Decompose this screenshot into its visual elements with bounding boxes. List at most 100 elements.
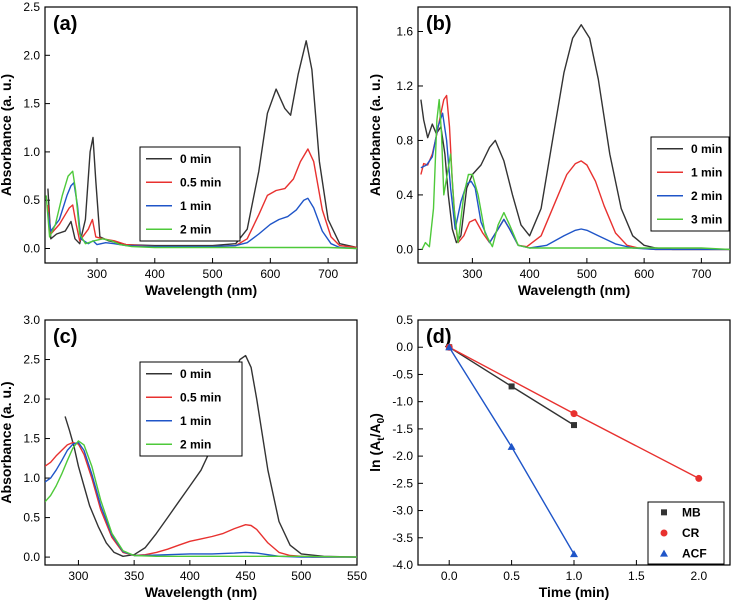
y-tick-label: 1.5 (23, 432, 40, 446)
point-cr (570, 410, 578, 418)
x-tick-label: 600 (634, 267, 654, 281)
x-tick-label: 550 (347, 569, 367, 583)
y-tick-label: 1.2 (396, 79, 413, 93)
legend-marker (660, 529, 668, 537)
y-tick-label: -3.0 (392, 504, 413, 518)
point-acf (507, 442, 516, 450)
legend-label: ACF (682, 547, 707, 561)
legend-box (650, 136, 730, 232)
x-tick-label: 400 (145, 267, 165, 281)
y-tick-label: 2.5 (23, 0, 40, 14)
legend-label: CR (682, 526, 700, 540)
legend-label: 1 min (180, 199, 211, 213)
panel-1: 300 400 500 600 700 0.0 0.5 1.0 1.5 2.0 2.5 Wavelen… (0, 0, 358, 298)
x-tick-label: 0.0 (441, 569, 458, 583)
x-tick-label: 2.0 (690, 569, 707, 583)
y-axis-title-part: 0 (376, 417, 387, 423)
y-axis-title-part: /A (367, 423, 383, 437)
y-tick-label: 0.8 (396, 133, 413, 147)
x-tick-label: 700 (318, 267, 338, 281)
y-axis-title-part: ) (367, 413, 383, 418)
series-line-1-min (45, 441, 357, 558)
point-mb (508, 383, 515, 390)
panel-label: (a) (53, 13, 77, 35)
legend-label: 0.5 min (180, 175, 221, 189)
legend-label: 0 min (180, 152, 211, 166)
y-tick-label: 2.5 (23, 353, 40, 367)
x-tick-label: 700 (691, 267, 711, 281)
series-line-0-min (64, 354, 357, 558)
y-tick-label: 3.0 (23, 313, 40, 327)
legend-box (139, 361, 243, 457)
legend: 0 min 0.5 min 1 min 2 min (139, 146, 241, 242)
x-tick-label: 300 (462, 267, 482, 281)
y-tick-label: 1.6 (396, 25, 413, 39)
y-tick-label: -3.5 (392, 531, 413, 545)
y-axis-title: Absorbance (a. u.) (0, 381, 14, 503)
y-tick-label: 0.0 (396, 340, 413, 354)
panel-2: 300 400 500 600 700 0.0 0.4 0.8 1.2 1.6 Wavelength… (367, 6, 731, 298)
legend-label: 1 min (691, 165, 722, 179)
y-tick-label: -1.0 (392, 395, 413, 409)
y-axis-title: Absorbance (a. u.) (367, 74, 383, 196)
panel-4: 0.0 0.5 1.0 1.5 2.0 0.5 0.0 -0.5 -1.0 -1.5 -2.0 -2.… (367, 313, 731, 600)
plot-frame (417, 6, 731, 264)
y-axis-title-part: ln (A (367, 441, 383, 472)
x-tick-label: 500 (291, 569, 311, 583)
plot-frame (44, 6, 358, 264)
panel-label: (b) (426, 13, 452, 35)
point-acf (445, 343, 454, 351)
x-tick-label: 500 (577, 267, 597, 281)
series-line-0.5-min (45, 441, 357, 558)
y-tick-label: 1.5 (23, 97, 40, 111)
x-tick-label: 400 (180, 569, 200, 583)
y-tick-label: 1.0 (23, 145, 40, 159)
legend-label: MB (682, 505, 701, 519)
x-tick-label: 1.5 (628, 569, 645, 583)
series-line-0-min (420, 24, 730, 251)
legend: 0 min 0.5 min 1 min 2 min (139, 361, 243, 457)
series-line-2-min (420, 112, 730, 251)
panel-label: (d) (426, 326, 452, 348)
x-tick-label: 300 (87, 267, 107, 281)
y-tick-label: -2.0 (392, 449, 413, 463)
y-axis-title: ln (At/A0) (367, 413, 387, 472)
legend-label: 2 min (180, 437, 211, 451)
legend-label: 2 min (691, 189, 722, 203)
x-tick-label: 600 (260, 267, 280, 281)
legend: MB CR ACF (647, 501, 725, 565)
y-tick-label: -0.5 (392, 367, 413, 381)
legend-marker (660, 549, 668, 557)
series-line-3-min (421, 98, 730, 251)
point-acf (570, 550, 578, 558)
y-tick-label: 0.5 (23, 511, 40, 525)
point-cr (695, 474, 703, 482)
series-line-2-min (45, 440, 357, 558)
x-tick-label: 400 (520, 267, 540, 281)
legend-label: 2 min (180, 222, 211, 236)
y-tick-label: 1.0 (23, 471, 40, 485)
x-axis-title: Wavelength (nm) (518, 282, 630, 298)
legend-box (139, 146, 241, 242)
series-line-acf (448, 346, 575, 555)
y-tick-label: 0.0 (23, 242, 40, 256)
x-axis-title: Wavelength (nm) (145, 584, 257, 600)
x-axis-title: Time (min) (539, 584, 610, 600)
y-tick-label: -4.0 (392, 558, 413, 572)
legend-label: 1 min (180, 414, 211, 428)
y-tick-label: 2.0 (23, 392, 40, 406)
point-mb (571, 422, 577, 429)
x-tick-label: 300 (68, 569, 88, 583)
legend: 0 min 1 min 2 min 3 min (650, 136, 730, 232)
y-tick-label: -1.5 (392, 422, 413, 436)
y-axis-title-part: t (376, 437, 387, 441)
series-line-0-min (47, 40, 357, 249)
x-tick-label: 1.0 (566, 569, 583, 583)
panel-label: (c) (53, 326, 77, 348)
x-tick-label: 350 (124, 569, 144, 583)
legend-label: 0 min (691, 142, 722, 156)
series-line-2-min (45, 170, 357, 250)
y-axis-title: Absorbance (a. u.) (0, 74, 14, 196)
plot-frame (44, 319, 358, 566)
